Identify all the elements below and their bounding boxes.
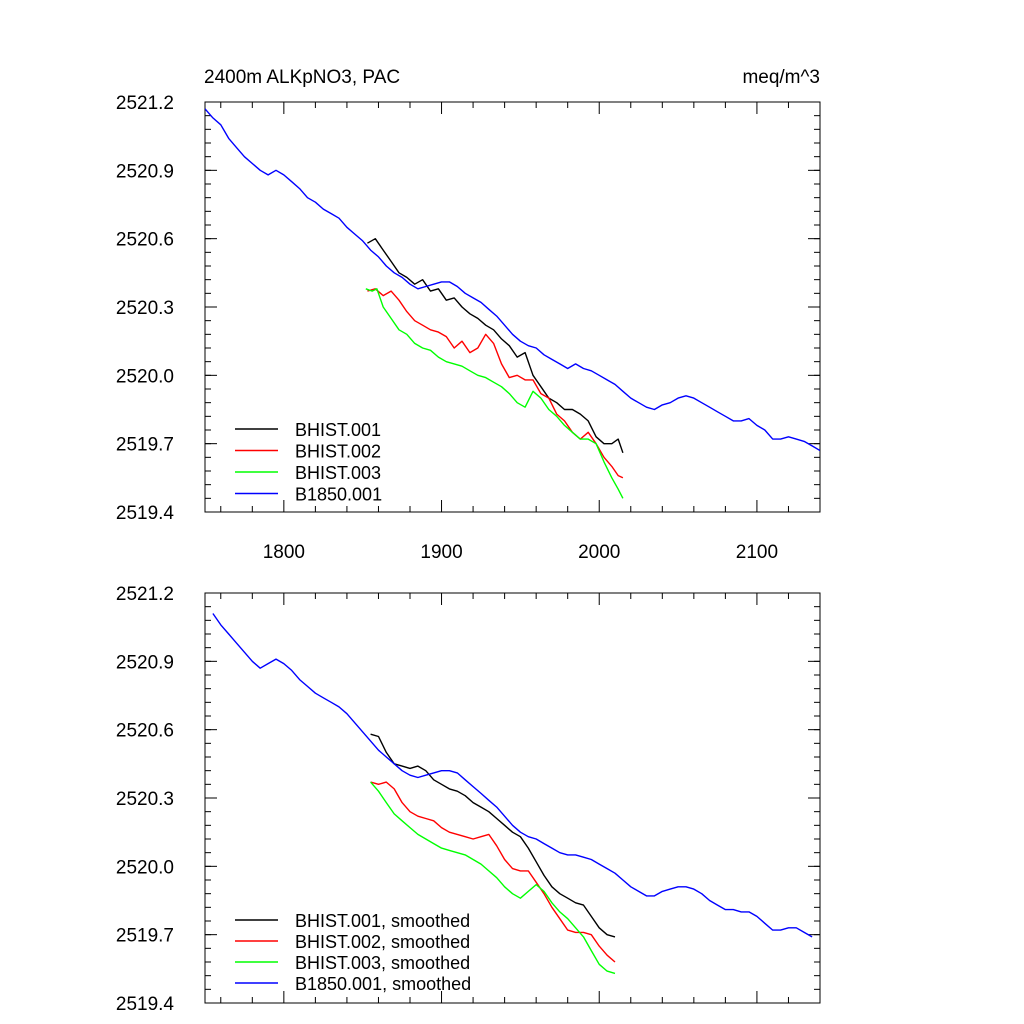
y-tick-label: 2520.0 — [116, 857, 174, 878]
y-tick-label: 2519.7 — [116, 435, 174, 456]
series-line-bhist-002 — [367, 288, 624, 479]
y-tick-label: 2520.9 — [116, 161, 174, 182]
legend-label: B1850.001 — [295, 485, 382, 505]
series-line-b1850-001-smoothed — [212, 613, 813, 938]
chart-title: 2400m ALKpNO3, PAC — [204, 67, 400, 88]
legend-label: BHIST.002, smoothed — [295, 932, 470, 952]
y-tick-label: 2519.4 — [116, 503, 175, 524]
y-tick-label: 2519.7 — [116, 926, 174, 947]
series-line-bhist-002-smoothed — [370, 781, 616, 963]
y-tick-label: 2520.6 — [116, 230, 174, 251]
legend-label: BHIST.003 — [295, 463, 381, 483]
y-tick-label: 2520.0 — [116, 366, 174, 387]
units-label: meq/m^3 — [742, 67, 820, 88]
series-line-bhist-003-smoothed — [370, 781, 616, 975]
series-line-bhist-001 — [367, 237, 624, 454]
y-tick-label: 2520.3 — [116, 789, 174, 810]
series-line-b1850-001 — [205, 108, 820, 452]
legend-label: BHIST.003, smoothed — [295, 953, 470, 973]
bottom-panel: 2519.4 2519.7 2520.0 2520.3 2520.6 2520.9 2521… — [116, 584, 821, 1015]
y-tick-label: 2520.9 — [116, 652, 174, 673]
legend-label: BHIST.002 — [295, 442, 381, 462]
legend-label: BHIST.001 — [295, 420, 381, 440]
y-tick-label: 2520.6 — [116, 721, 174, 742]
y-tick-label: 2521.2 — [116, 584, 174, 605]
x-tick-label: 2000 — [578, 542, 620, 563]
top-panel: 2519.4 2519.7 2520.0 2520.3 2520.6 2520.9 2521… — [116, 93, 821, 563]
y-tick-label: 2521.2 — [116, 93, 174, 114]
y-tick-label: 2519.4 — [116, 994, 175, 1015]
series-line-bhist-003 — [365, 288, 624, 499]
y-tick-label: 2520.3 — [116, 298, 174, 319]
legend-label: BHIST.001, smoothed — [295, 911, 470, 931]
series-line-bhist-001-smoothed — [370, 733, 616, 938]
x-tick-label: 1900 — [420, 542, 462, 563]
legend-label: B1850.001, smoothed — [295, 974, 471, 994]
x-tick-label: 1800 — [263, 542, 305, 563]
x-tick-label: 2100 — [736, 542, 778, 563]
